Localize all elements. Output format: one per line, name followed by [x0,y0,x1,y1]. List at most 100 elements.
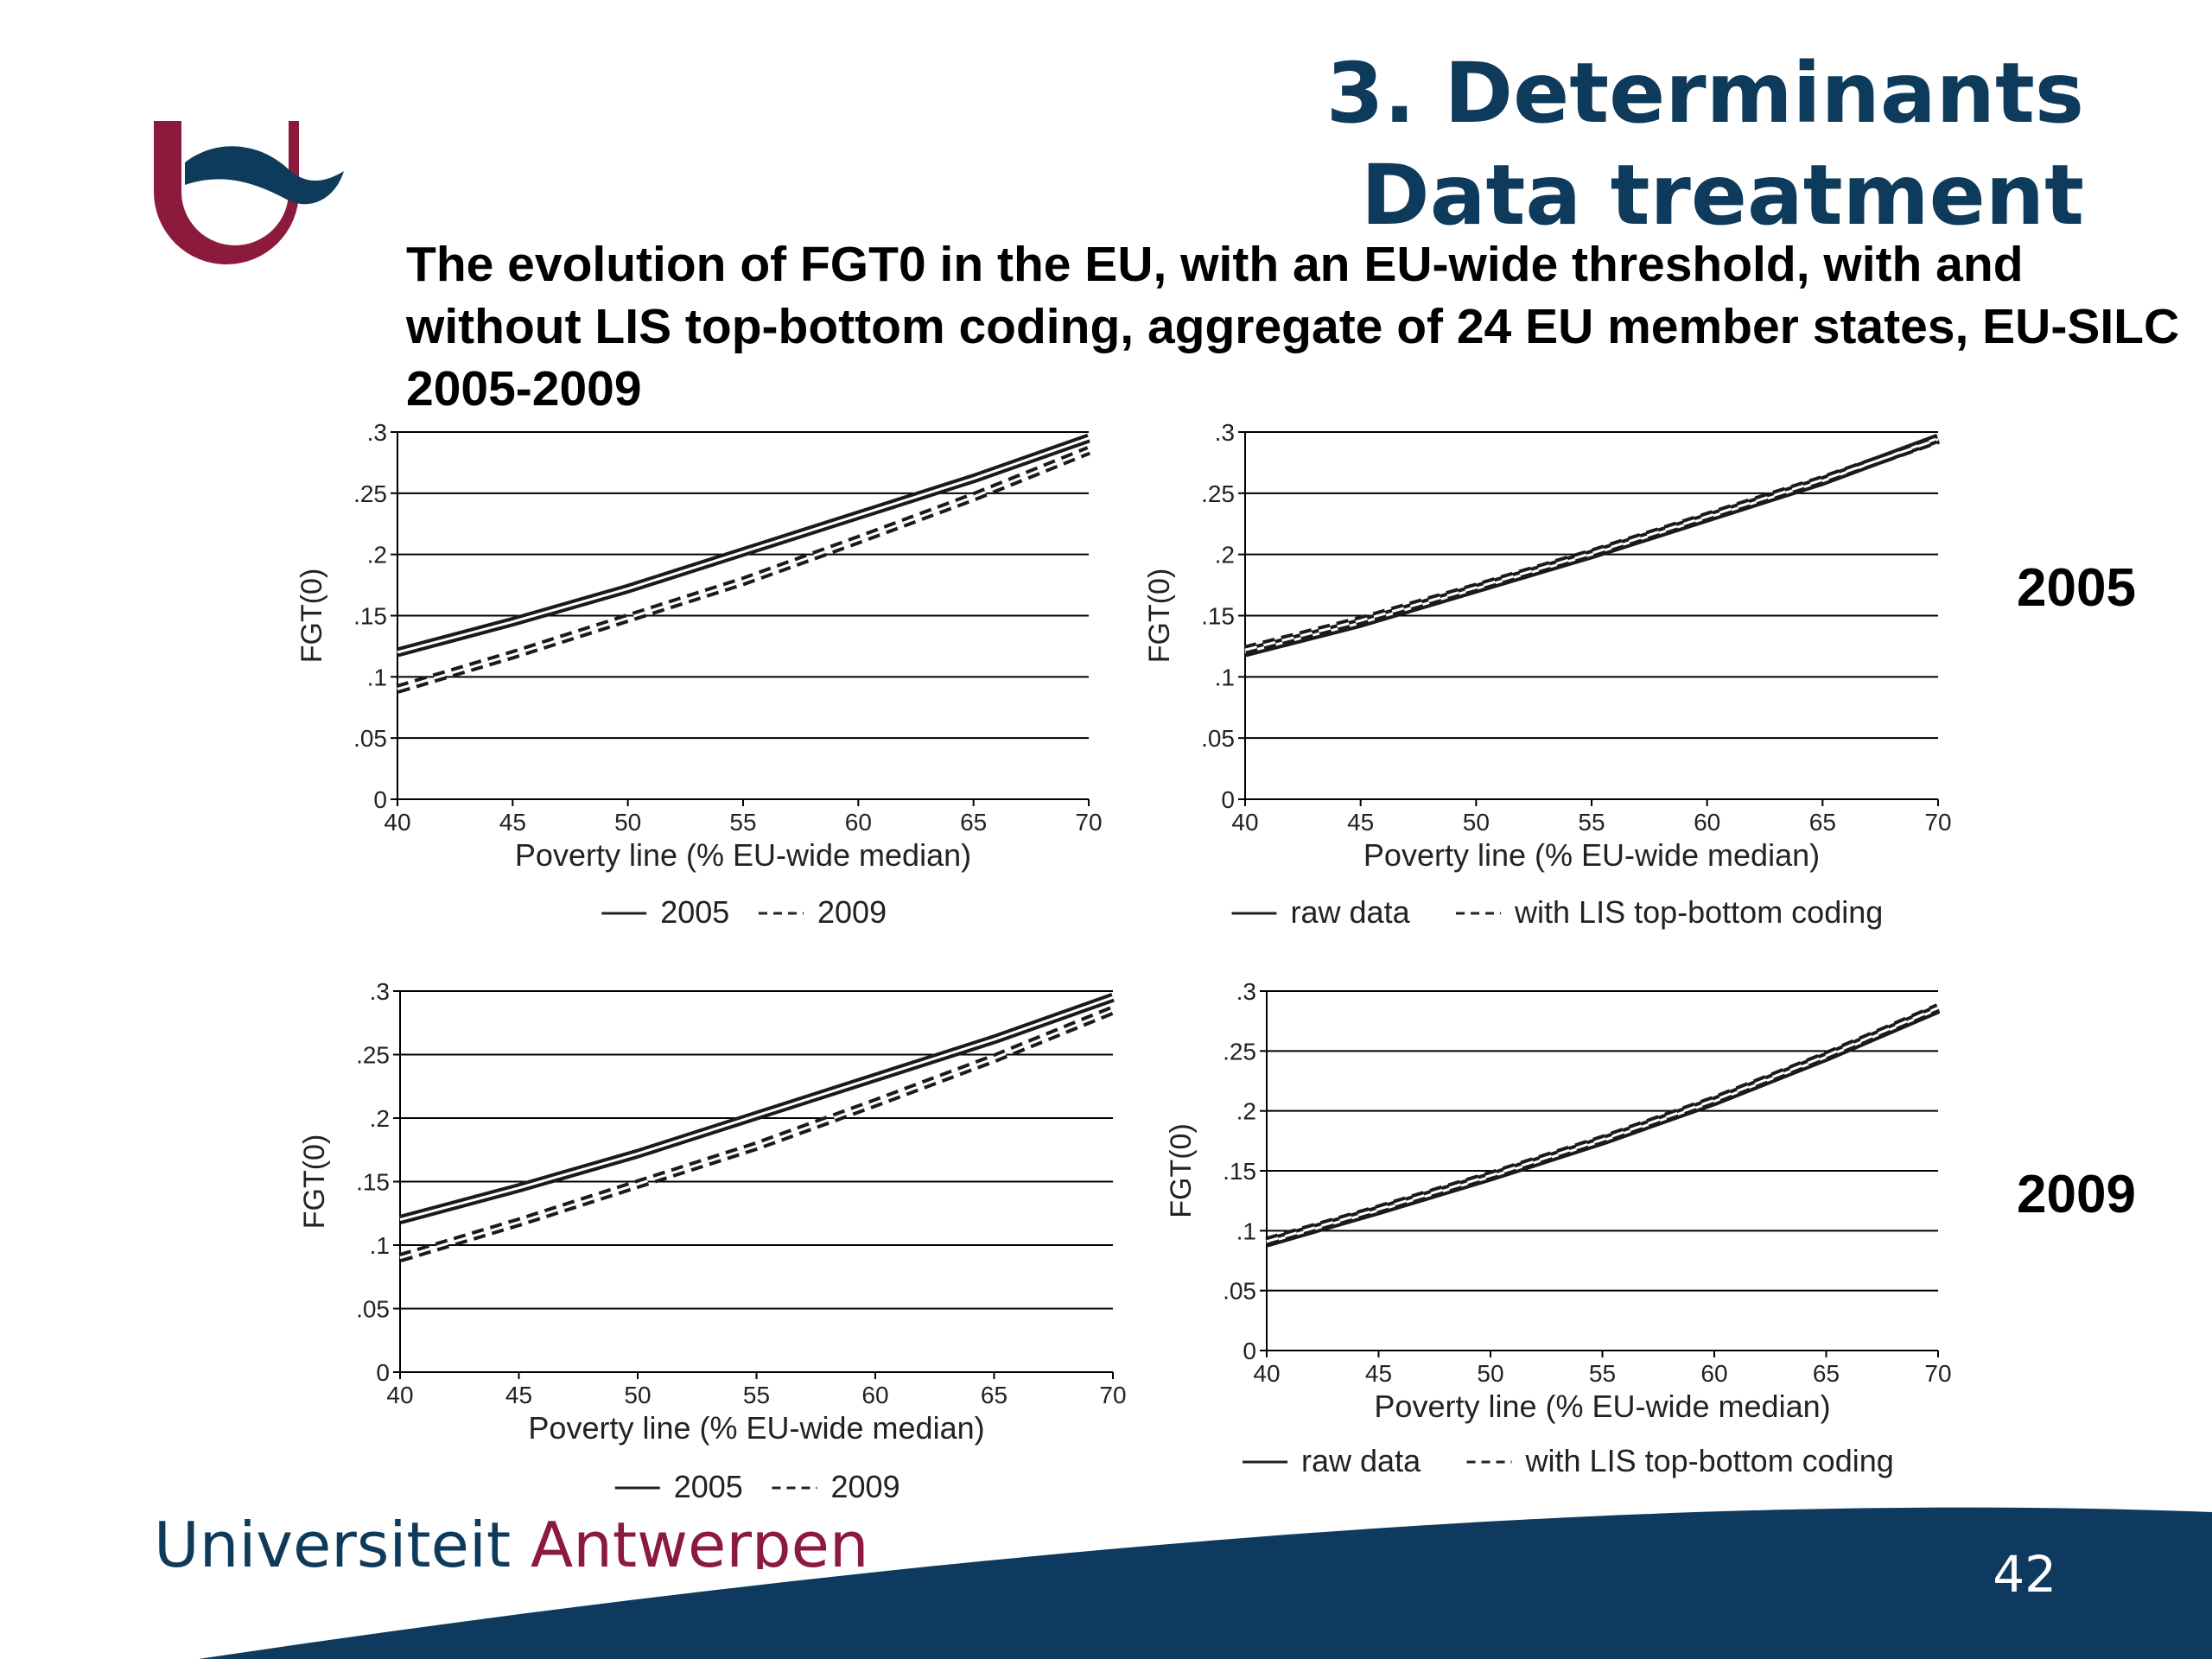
legend-label-2: 2009 [817,894,887,930]
legend-label-1: raw data [1291,894,1411,930]
y-axis-title: FGT(0) [296,569,328,664]
x-tick-label: 60 [1694,809,1720,836]
x-tick-label: 60 [861,1382,888,1408]
slide-title-line-1: 3. Determinants [1325,45,2084,142]
series-line-2-highlight [397,448,1090,690]
series-line-1-highlight [397,436,1090,654]
x-tick-label: 65 [981,1382,1007,1408]
x-tick-label: 55 [1578,809,1605,836]
series-line-1-highlight [1244,436,1939,654]
x-tick-label: 65 [1813,1360,1840,1387]
series-line-2-highlight [399,1008,1114,1260]
x-tick-label: 40 [1231,809,1258,836]
y-tick-label: .15 [356,1169,390,1196]
y-tick-label: .05 [1223,1278,1256,1305]
legend-label-1: 2005 [674,1469,743,1504]
x-tick-label: 65 [960,809,987,836]
y-tick-label: .3 [1215,419,1235,446]
y-tick-label: 0 [373,786,387,813]
y-tick-label: .3 [370,978,390,1005]
university-name-part-2: Antwerpen [531,1509,869,1569]
chart-2: 0 .05 .1 .15 .2 .25 .3 40 45 50 55 60 65 70 Poverty li… [1143,419,1952,930]
x-tick-label: 45 [1347,809,1374,836]
x-tick-label: 50 [624,1382,651,1408]
series-line-1 [396,433,1090,658]
y-tick-label: .25 [1223,1038,1256,1065]
y-tick-label: .2 [370,1105,390,1132]
y-tick-label: .15 [1223,1158,1256,1185]
legend: raw data with LIS top-bottom coding [1231,894,1883,930]
y-tick-label: .2 [367,542,387,569]
x-tick-label: 50 [614,809,641,836]
legend: raw data with LIS top-bottom coding [1243,1443,1894,1478]
legend: 2005 2009 [601,894,887,930]
y-axis-title: FGT(0) [298,1135,331,1230]
y-tick-label: .05 [1201,725,1235,752]
y-tick-label: .1 [1236,1217,1256,1244]
legend-label-2: with LIS top-bottom coding [1514,894,1883,930]
slide-subtitle: The evolution of FGT0 in the EU, with an… [406,237,2180,416]
x-tick-label: 40 [384,809,410,836]
x-tick-label: 40 [1253,1360,1280,1387]
x-tick-label: 40 [386,1382,413,1408]
y-tick-label: .25 [353,480,387,507]
y-tick-label: .2 [1236,1098,1256,1125]
y-tick-label: .3 [367,419,387,446]
y-tick-label: .25 [356,1042,390,1069]
slide-title-line-2: Data treatment [1361,147,2084,244]
series-line-2-highlight [1244,438,1939,652]
series-line-2 [1265,1003,1941,1247]
chart-4: 0 .05 .1 .15 .2 .25 .3 40 45 50 55 60 65 70 Poverty li… [1165,978,1952,1478]
x-axis-title: Poverty line (% EU-wide median) [515,837,971,873]
series-line-1 [1243,433,1940,658]
series-line-2 [396,446,1091,694]
legend-label-2: 2009 [831,1469,900,1504]
legend-label-2: with LIS top-bottom coding [1525,1443,1894,1478]
x-tick-label: 65 [1809,809,1836,836]
y-tick-label: .15 [1201,603,1235,630]
row-label-2005: 2005 [2017,558,2136,618]
x-tick-label: 70 [1924,809,1951,836]
x-axis-title: Poverty line (% EU-wide median) [528,1410,984,1446]
x-tick-label: 70 [1924,1360,1951,1387]
x-tick-label: 60 [1700,1360,1727,1387]
x-axis-title: Poverty line (% EU-wide median) [1374,1389,1830,1424]
y-axis-title: FGT(0) [1143,569,1176,664]
y-tick-label: .05 [356,1296,390,1323]
y-tick-label: .1 [1215,664,1235,690]
footer-wave [199,1507,2212,1659]
x-tick-label: 50 [1463,809,1490,836]
legend-label-1: raw data [1301,1443,1421,1478]
series-line-2 [398,1005,1116,1262]
x-tick-label: 60 [845,809,872,836]
series-line-1 [398,993,1115,1224]
x-tick-label: 45 [499,809,526,836]
y-tick-label: .1 [367,664,387,690]
university-name: Universiteit Antwerpen [154,1502,869,1569]
series-line-1-highlight [399,995,1114,1222]
university-logo-icon [154,121,344,264]
y-tick-label: .25 [1201,480,1235,507]
x-tick-label: 55 [743,1382,770,1408]
page-number: 42 [1993,1545,2056,1604]
university-name-part-1: Universiteit [154,1509,512,1569]
y-tick-label: .15 [353,603,387,630]
series-line-2 [1243,435,1940,655]
series-line-2-highlight [1266,1007,1939,1243]
y-tick-label: .2 [1215,542,1235,569]
y-tick-label: .3 [1236,978,1256,1005]
y-axis-title: FGT(0) [1165,1123,1198,1218]
x-tick-label: 55 [1589,1360,1616,1387]
chart-3: 0 .05 .1 .15 .2 .25 .3 40 45 50 55 60 65 70 Poverty li… [298,978,1127,1504]
row-label-2009: 2009 [2017,1165,2136,1224]
x-tick-label: 70 [1075,809,1102,836]
x-tick-label: 50 [1477,1360,1503,1387]
y-tick-label: .1 [370,1232,390,1259]
x-tick-label: 55 [729,809,756,836]
chart-1: 0 .05 .1 .15 .2 .25 .3 40 45 50 55 60 65 70 Poverty li… [296,419,1103,930]
x-tick-label: 70 [1099,1382,1126,1408]
x-tick-label: 45 [505,1382,532,1408]
y-tick-label: 0 [376,1359,390,1386]
